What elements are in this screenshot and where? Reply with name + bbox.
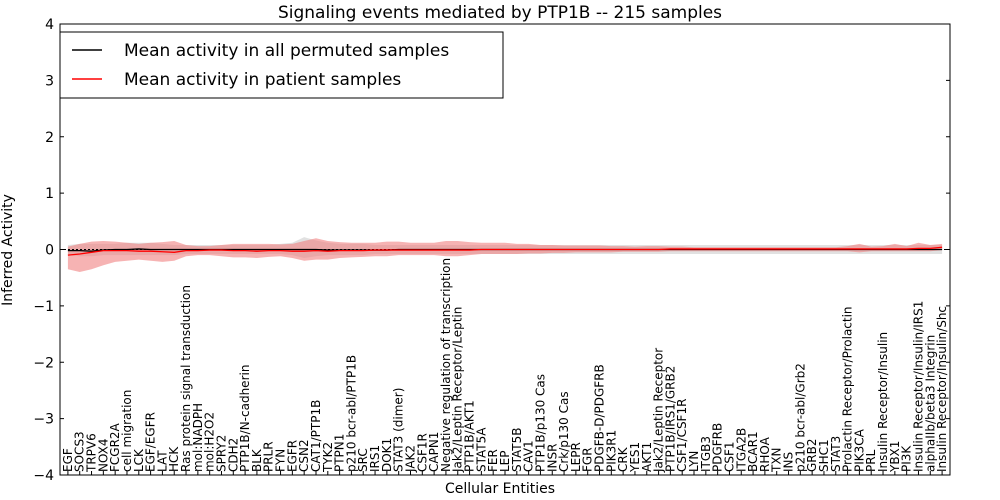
x-tick-label: BLK: [250, 448, 264, 472]
y-tick-label: 4: [45, 17, 54, 33]
x-tick-label: DOK1: [380, 438, 394, 472]
x-tick-label: FER: [486, 449, 500, 472]
x-tick-label: LEPR: [569, 442, 583, 472]
y-tick-label: −1: [33, 299, 54, 315]
x-tick-label: BCAR1: [746, 431, 760, 472]
legend-label-patient: Mean activity in patient samples: [124, 70, 401, 90]
x-tick-label: TYK2: [321, 442, 335, 473]
band-patient: [67, 238, 943, 273]
x-tick-label: PRL: [864, 449, 878, 472]
x-tick-label: CSN2: [297, 439, 311, 472]
x-tick-label: NOX4: [96, 438, 110, 472]
x-tick-label: STAT3: [829, 436, 843, 472]
x-tick-label: FGR: [581, 447, 595, 472]
line-patient: [67, 246, 943, 256]
x-tick-label: LYN: [687, 451, 701, 472]
legend-label-permuted: Mean activity in all permuted samples: [124, 41, 449, 61]
y-tick-label: 3: [45, 73, 54, 89]
x-tick-label: PI3K: [900, 445, 914, 472]
x-tick-label: Ras protein signal transduction: [179, 285, 193, 472]
x-tick-label: HCK: [167, 446, 181, 472]
x-tick-label: CRK: [616, 446, 630, 472]
x-tick-label: PIK3CA: [852, 428, 866, 472]
x-tick-label: alphaIIb/beta3 Integrin: [923, 335, 937, 472]
x-tick-label: LAT: [155, 450, 169, 472]
x-tick-label: PDGFB-D/PDGFRB: [593, 364, 607, 472]
x-tick-label: EGF/EGFR: [144, 412, 158, 472]
x-tick-label: Negative regulation of transcription: [439, 258, 453, 472]
y-axis-label: Inferred Activity: [0, 194, 16, 306]
x-tick-label: STAT5B: [510, 428, 524, 473]
x-tick-label: Insulin Receptor/Insulin/IRS1: [911, 301, 925, 472]
x-tick-label: PIK3R1: [604, 430, 618, 472]
x-tick-label: PTP1B/N-cadherin: [238, 365, 252, 472]
x-tick-label: CDH2: [226, 438, 240, 472]
x-tick-label: EGF: [61, 448, 75, 472]
x-tick-label: CAV1: [522, 440, 536, 472]
x-tick-label: RHOA: [758, 436, 772, 472]
x-tick-label: PDGFRB: [711, 423, 725, 472]
x-tick-label: INSR: [545, 444, 559, 472]
x-tick-label: INS: [782, 452, 796, 472]
x-tick-label: PTP1B/p130 Cas: [533, 374, 547, 472]
x-tick-label: YBX1: [888, 441, 902, 473]
y-axis: −4 −3 −2 −1 0 1 2 3 4: [33, 17, 950, 484]
legend: Mean activity in all permuted samples Me…: [59, 31, 504, 99]
chart-title: Signaling events mediated by PTP1B -- 21…: [278, 3, 722, 23]
x-tick-label: PTPN1: [333, 434, 347, 472]
x-tick-label: CSF1: [722, 441, 736, 472]
x-tick-label: SPRY2: [214, 435, 228, 472]
x-tick-label: PTP1B/IRS1/GRB2: [663, 366, 677, 472]
x-tick-label: AKT1: [640, 442, 654, 472]
x-tick-label: SRC: [356, 448, 370, 472]
y-tick-label: −4: [33, 468, 54, 484]
x-tick-label: TRPV6: [85, 433, 99, 473]
x-tick-label: SHC1: [817, 439, 831, 472]
x-tick-label: CAT1/PTP1B: [309, 400, 323, 472]
x-tick-label: Jak2/Leptin Receptor: [652, 348, 666, 473]
x-tick-label: CSF1R: [415, 433, 429, 472]
x-tick-label: PTP1B/AKT1: [463, 400, 477, 472]
x-tick-label: p210 bcr-abl/Grb2: [793, 363, 807, 472]
x-tick-label: p210 bcr-abl/PTP1B: [344, 355, 358, 472]
x-tick-label: CAPN1: [427, 432, 441, 472]
x-tick-label: cell migration: [120, 390, 134, 472]
x-tick-label: Insulin Receptor/Insulin: [876, 332, 890, 472]
x-tick-label: Insulin Receptor/Insulin/Shc: [935, 306, 949, 472]
x-tick-label: YES1: [628, 442, 642, 473]
series-lines: [67, 246, 943, 256]
y-tick-label: 2: [45, 130, 54, 146]
x-tick-label: Jak2/Leptin Receptor/Leptin: [451, 307, 465, 473]
y-tick-label: −3: [33, 412, 54, 428]
x-tick-label: GRB2: [805, 438, 819, 472]
legend-box: [59, 31, 504, 99]
x-tick-label: PRLR: [262, 441, 276, 472]
x-tick-label: JAK2: [403, 445, 417, 473]
confidence-bands: [67, 237, 943, 273]
x-tick-label: FCGR2A: [108, 422, 122, 472]
x-tick-label: LCK: [132, 448, 146, 472]
x-tick-label: STAT5A: [474, 427, 488, 472]
x-tick-label: Prolactin Receptor/Prolactin: [841, 306, 855, 472]
x-tick-label: ITGB3: [699, 436, 713, 472]
x-tick-label: TXN: [770, 447, 784, 473]
x-tick-label: STAT3 (dimer): [392, 388, 406, 472]
x-tick-label: mol:NADPH: [191, 403, 205, 472]
x-tick-label: IRS1: [368, 445, 382, 472]
x-tick-label: CSF1/CSF1R: [675, 399, 689, 472]
x-tick-label: FYN: [274, 449, 288, 472]
x-tick-label: SOCS3: [73, 431, 87, 472]
x-tick-label: EGFR: [285, 440, 299, 472]
x-tick-label: mol:H2O2: [203, 412, 217, 472]
x-tick-label: LEP: [498, 450, 512, 472]
y-tick-label: 1: [45, 186, 54, 202]
y-tick-label: −2: [33, 355, 54, 371]
x-tick-label: Crk/p130 Cas: [557, 391, 571, 472]
x-axis-label: Cellular Entities: [445, 481, 555, 497]
y-tick-label: 0: [45, 243, 54, 259]
x-tick-label: ITGA2B: [734, 428, 748, 472]
